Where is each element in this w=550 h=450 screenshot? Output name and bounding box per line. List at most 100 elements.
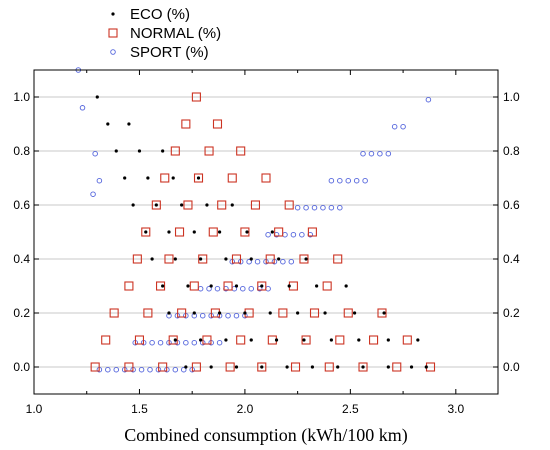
circle-marker — [105, 366, 111, 373]
circle-marker — [147, 366, 153, 373]
square-marker — [309, 308, 320, 318]
dot-marker — [186, 284, 190, 288]
circle-marker — [214, 285, 221, 292]
square-marker — [191, 362, 201, 372]
square-marker — [250, 200, 261, 210]
y-tick-label-left: 0.0 — [13, 360, 30, 374]
dot-marker — [344, 284, 348, 288]
dot-marker — [245, 230, 249, 234]
circle-marker — [240, 285, 246, 292]
circle-marker — [225, 312, 231, 319]
square-marker — [274, 227, 284, 237]
dot-marker — [386, 338, 390, 342]
circle-marker — [265, 285, 271, 292]
square-marker — [90, 362, 100, 372]
dot-marker — [114, 149, 118, 153]
square-marker — [124, 362, 134, 372]
circle-marker — [337, 204, 343, 211]
square-marker — [168, 335, 178, 345]
square-marker — [109, 308, 119, 318]
circle-marker — [265, 231, 271, 238]
square-marker — [392, 362, 402, 372]
square-marker — [134, 335, 145, 345]
square-marker — [227, 173, 237, 183]
square-marker — [324, 362, 334, 372]
dot-marker — [192, 311, 196, 315]
dot-marker — [127, 122, 131, 126]
square-marker — [141, 227, 151, 237]
square-marker — [160, 173, 170, 183]
dot-marker — [304, 257, 308, 261]
dot-marker — [270, 230, 274, 234]
dot-marker — [310, 365, 314, 369]
dot-marker — [184, 365, 188, 369]
dot-marker — [323, 311, 327, 315]
circle-marker — [113, 366, 120, 373]
dot-marker-legend-0 — [111, 12, 115, 16]
circle-marker — [368, 150, 375, 157]
dot-marker — [171, 176, 175, 180]
y-tick-label-right: 0.0 — [503, 360, 520, 374]
circle-marker — [92, 150, 98, 157]
y-tick-label-left: 1.0 — [13, 90, 30, 104]
dot-marker — [144, 230, 148, 234]
legend-label-2: SPORT (%) — [130, 44, 209, 61]
square-marker — [278, 308, 288, 318]
dot-marker — [287, 284, 291, 288]
plot-frame — [33, 69, 499, 395]
square-marker — [299, 254, 309, 264]
dot-marker — [106, 122, 110, 126]
y-tick-label-left: 0.2 — [13, 306, 30, 320]
square-marker — [236, 335, 246, 345]
square-marker — [290, 362, 301, 372]
square-marker — [231, 254, 242, 264]
square-marker — [124, 281, 134, 291]
dot-marker — [296, 311, 300, 315]
dot-marker — [315, 284, 319, 288]
square-marker — [208, 227, 218, 237]
legend-label-1: NORMAL (%) — [130, 25, 221, 42]
square-marker — [377, 308, 387, 318]
square-marker — [151, 200, 161, 210]
circle-marker — [197, 285, 204, 292]
square-marker — [335, 335, 345, 345]
dot-marker — [224, 257, 228, 261]
square-marker — [284, 200, 294, 210]
circle-marker — [254, 258, 261, 265]
dot-marker — [329, 338, 333, 342]
dot-marker — [123, 176, 127, 180]
circle-marker — [280, 258, 286, 265]
dot-marker — [137, 149, 142, 153]
circle-marker — [282, 231, 288, 238]
square-marker — [174, 227, 185, 237]
square-marker — [198, 254, 208, 264]
dot-marker — [131, 203, 135, 207]
square-marker — [204, 146, 214, 156]
dot-marker — [243, 311, 247, 315]
circle-marker — [96, 177, 103, 184]
square-marker — [301, 335, 311, 345]
data-points — [75, 67, 436, 373]
circle-marker — [362, 177, 368, 184]
dot-marker — [234, 284, 239, 288]
square-marker — [402, 335, 412, 345]
square-marker — [193, 173, 204, 183]
circle-marker — [391, 123, 398, 130]
dot-marker — [268, 311, 272, 315]
dot-marker — [416, 338, 420, 342]
y-tick-label-right: 0.6 — [503, 198, 520, 212]
dot-marker — [209, 365, 213, 369]
dot-marker — [409, 365, 414, 369]
square-marker — [177, 308, 187, 318]
square-marker — [223, 281, 233, 291]
circle-marker — [216, 339, 223, 346]
dot-marker — [167, 230, 171, 234]
legend-label-0: ECO (%) — [130, 6, 190, 23]
series-1 — [90, 92, 436, 372]
dot-marker — [361, 365, 365, 369]
dot-marker — [205, 203, 209, 207]
square-marker — [333, 254, 343, 264]
circle-marker — [353, 177, 360, 184]
square-marker — [257, 281, 267, 291]
dot-marker — [274, 338, 279, 342]
